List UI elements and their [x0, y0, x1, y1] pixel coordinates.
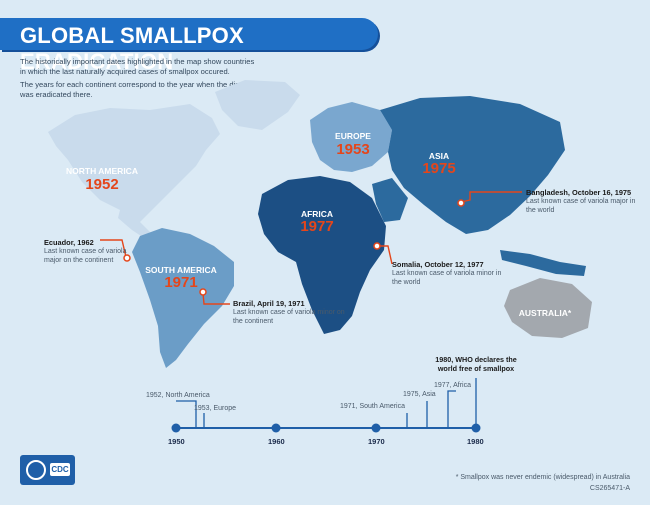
indonesia-shape	[500, 250, 586, 276]
who-line-2: world free of smallpox	[437, 364, 515, 373]
timeline-event-who: 1980, WHO declares the world free of sma…	[418, 355, 534, 373]
brazil-leader-line	[202, 292, 230, 305]
europe-year: 1953	[336, 141, 370, 158]
cdc-logo-text: CDC	[50, 463, 70, 476]
timeline-tick-1950: 1950	[168, 437, 185, 446]
timeline-event-africa: 1977, Africa	[434, 382, 471, 389]
south-america-label: SOUTH AMERICA	[145, 265, 217, 275]
timeline-tick-1970: 1970	[368, 437, 385, 446]
timeline-dot-1960	[271, 423, 281, 433]
bangladesh-callout-text: Last known case of variola major in the …	[526, 198, 636, 214]
page-title: GLOBAL SMALLPOX ERADICATION	[20, 23, 244, 74]
europe-shape	[310, 102, 392, 172]
ecuador-callout-title: Ecuador, 1962	[44, 238, 94, 247]
south-america-year: 1971	[164, 274, 198, 291]
europe-label: EUROPE	[335, 131, 371, 141]
north-america-year: 1952	[85, 176, 119, 193]
north-america-shape	[48, 104, 220, 226]
timeline-event-europe: 1953, Europe	[194, 405, 237, 412]
central-america-shape	[118, 210, 150, 238]
somalia-callout: Somalia, October 12, 1977 Last known cas…	[392, 260, 502, 287]
ecuador-callout-text: Last known case of variola major on the …	[44, 248, 127, 264]
brazil-callout-title: Brazil, April 19, 1971	[233, 299, 305, 308]
somalia-callout-title: Somalia, October 12, 1977	[392, 260, 484, 269]
timeline-connector-africa	[447, 390, 456, 428]
australia-footnote: * Smallpox was never endemic (widespread…	[455, 474, 630, 481]
greenland-shape	[215, 80, 300, 130]
timeline-dot-1980	[471, 423, 481, 433]
title-banner: GLOBAL SMALLPOX ERADICATION	[0, 18, 378, 74]
bangladesh-callout: Bangladesh, October 16, 1975 Last known …	[526, 188, 638, 215]
africa-shape	[258, 176, 386, 334]
asia-year: 1975	[422, 160, 456, 177]
timeline-event-asia: 1975, Asia	[403, 391, 436, 398]
somalia-callout-text: Last known case of variola minor in the …	[392, 270, 502, 286]
north-america-label: NORTH AMERICA	[66, 166, 138, 176]
timeline-connector-na	[176, 400, 197, 428]
arabia-shape	[372, 178, 408, 222]
somalia-leader-line	[378, 245, 393, 265]
timeline-event-north-america: 1952, North America	[146, 392, 210, 399]
ecuador-leader-line	[100, 239, 127, 258]
asia-shape	[380, 96, 565, 234]
africa-label: AFRICA	[300, 209, 334, 219]
who-line-1: 1980, WHO declares the	[435, 355, 517, 364]
brazil-callout: Brazil, April 19, 1971 Last known case o…	[233, 299, 345, 326]
south-america-shape	[132, 228, 234, 368]
timeline-dot-1950	[171, 423, 181, 433]
ecuador-marker	[123, 254, 131, 262]
australia-shape	[504, 278, 592, 338]
timeline-tick-1980: 1980	[467, 437, 484, 446]
asia-label: ASIA	[428, 151, 450, 161]
intro-paragraph-1: The historically important dates highlig…	[20, 57, 255, 76]
bangladesh-marker	[457, 199, 465, 207]
document-code: CS265471-A	[589, 485, 630, 492]
australia-label: AUSTRALIA*	[518, 308, 572, 318]
ecuador-callout: Ecuador, 1962 Last known case of variola…	[44, 238, 136, 265]
timeline-event-south-america: 1971, South America	[340, 403, 405, 410]
somalia-marker	[373, 242, 381, 250]
intro-paragraph-2: The years for each continent correspond …	[20, 80, 256, 99]
timeline-tick-1960: 1960	[268, 437, 285, 446]
timeline-dot-1970	[371, 423, 381, 433]
brazil-marker	[199, 288, 207, 296]
bangladesh-callout-title: Bangladesh, October 16, 1975	[526, 188, 632, 197]
bangladesh-leader-line	[460, 191, 522, 203]
brazil-callout-text: Last known case of variola minor on the …	[233, 309, 345, 325]
africa-year: 1977	[300, 218, 334, 235]
hhs-cdc-logo: CDC	[20, 455, 75, 485]
hhs-eagle-icon	[26, 460, 46, 480]
